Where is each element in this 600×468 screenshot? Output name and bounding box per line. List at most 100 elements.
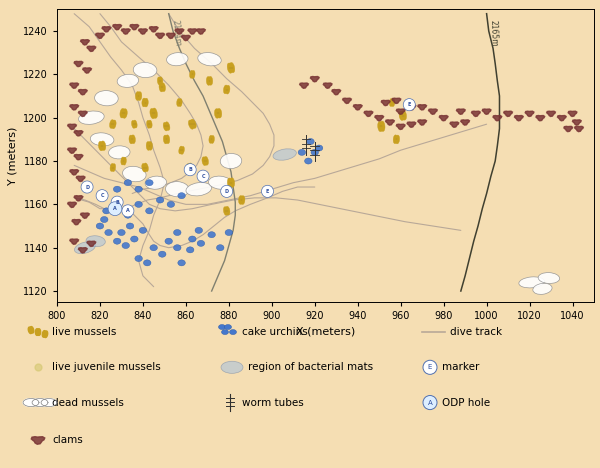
Ellipse shape — [198, 52, 221, 66]
Polygon shape — [74, 196, 83, 201]
Polygon shape — [74, 61, 83, 66]
Polygon shape — [136, 92, 142, 101]
Polygon shape — [389, 98, 395, 107]
Text: dead mussels: dead mussels — [52, 397, 124, 408]
Polygon shape — [575, 126, 583, 132]
Polygon shape — [142, 98, 148, 107]
Polygon shape — [564, 126, 572, 132]
Text: B: B — [188, 167, 192, 172]
Text: worm tubes: worm tubes — [242, 397, 304, 408]
Ellipse shape — [79, 111, 104, 124]
Polygon shape — [70, 83, 79, 88]
Ellipse shape — [117, 74, 139, 88]
Text: 2164m: 2164m — [171, 19, 182, 46]
Polygon shape — [188, 29, 197, 34]
Circle shape — [81, 181, 93, 193]
Ellipse shape — [157, 197, 164, 203]
Polygon shape — [102, 27, 111, 32]
Ellipse shape — [126, 223, 134, 229]
Circle shape — [122, 205, 134, 217]
Polygon shape — [182, 35, 190, 41]
Polygon shape — [175, 29, 184, 34]
Circle shape — [108, 202, 122, 216]
Polygon shape — [120, 109, 127, 118]
Ellipse shape — [113, 186, 121, 192]
Polygon shape — [179, 146, 184, 154]
Polygon shape — [176, 98, 182, 107]
Polygon shape — [375, 116, 383, 121]
Ellipse shape — [311, 149, 319, 155]
Polygon shape — [121, 157, 127, 165]
Polygon shape — [146, 120, 152, 128]
Polygon shape — [80, 40, 89, 45]
Ellipse shape — [208, 176, 232, 189]
Ellipse shape — [91, 133, 114, 146]
Polygon shape — [142, 163, 148, 172]
Polygon shape — [83, 68, 91, 73]
Ellipse shape — [173, 245, 181, 251]
Ellipse shape — [178, 260, 185, 266]
Polygon shape — [227, 63, 235, 73]
Polygon shape — [139, 29, 147, 34]
Text: ODP hole: ODP hole — [442, 397, 490, 408]
Text: 2165m: 2165m — [489, 19, 499, 46]
Polygon shape — [393, 135, 400, 144]
Polygon shape — [163, 122, 170, 131]
Polygon shape — [68, 148, 76, 154]
Polygon shape — [428, 109, 437, 114]
Ellipse shape — [96, 223, 104, 229]
Ellipse shape — [100, 217, 108, 223]
Polygon shape — [557, 116, 566, 121]
Polygon shape — [568, 111, 577, 117]
Ellipse shape — [178, 193, 185, 199]
Polygon shape — [493, 116, 502, 121]
Ellipse shape — [109, 146, 130, 159]
Text: D: D — [85, 184, 89, 190]
Ellipse shape — [118, 229, 125, 235]
Y-axis label: Y (meters): Y (meters) — [8, 126, 17, 185]
Polygon shape — [110, 120, 116, 129]
Ellipse shape — [133, 62, 157, 78]
Text: E: E — [428, 364, 432, 370]
Ellipse shape — [103, 208, 110, 214]
Polygon shape — [310, 76, 319, 82]
Ellipse shape — [131, 236, 138, 242]
Polygon shape — [450, 122, 459, 127]
Text: C: C — [100, 193, 104, 198]
Polygon shape — [188, 119, 196, 129]
Polygon shape — [79, 89, 87, 95]
Ellipse shape — [229, 329, 236, 335]
Polygon shape — [43, 330, 47, 337]
Text: E: E — [266, 189, 269, 194]
Polygon shape — [206, 76, 212, 85]
Polygon shape — [353, 105, 362, 110]
Text: live juvenile mussels: live juvenile mussels — [52, 362, 161, 373]
Ellipse shape — [166, 182, 189, 197]
Polygon shape — [35, 329, 41, 336]
Polygon shape — [536, 116, 545, 121]
Ellipse shape — [197, 241, 205, 246]
Ellipse shape — [135, 186, 142, 192]
Ellipse shape — [143, 260, 151, 266]
Polygon shape — [223, 206, 230, 215]
Ellipse shape — [95, 91, 118, 106]
Ellipse shape — [538, 272, 560, 284]
Polygon shape — [418, 105, 427, 110]
Ellipse shape — [74, 242, 95, 254]
Polygon shape — [397, 124, 405, 130]
Ellipse shape — [533, 283, 552, 294]
Polygon shape — [418, 120, 427, 125]
Ellipse shape — [167, 52, 188, 66]
Ellipse shape — [224, 324, 232, 329]
Ellipse shape — [146, 208, 153, 214]
Circle shape — [423, 360, 437, 374]
Polygon shape — [79, 111, 87, 117]
Polygon shape — [364, 111, 373, 117]
Polygon shape — [187, 163, 194, 172]
Ellipse shape — [113, 201, 121, 207]
Polygon shape — [407, 105, 416, 110]
Ellipse shape — [165, 238, 172, 244]
Text: A: A — [428, 400, 433, 406]
Ellipse shape — [305, 158, 312, 164]
Ellipse shape — [139, 227, 146, 234]
